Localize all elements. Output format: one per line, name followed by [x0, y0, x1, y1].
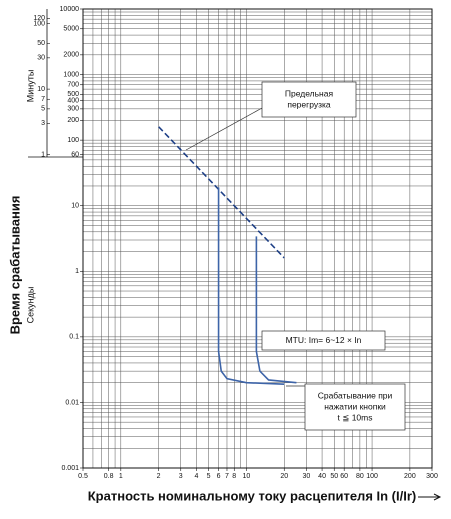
y-tick-label: 0.001 [61, 465, 79, 472]
y2-tick-label: 100 [33, 20, 45, 27]
x-tick-label: 1 [119, 473, 123, 480]
annotation-box [261, 81, 357, 118]
x-tick-label: 7 [225, 473, 229, 480]
x-tick-label: 2 [157, 473, 161, 480]
y2-tick-label: 50 [37, 40, 45, 47]
y-tick-label: 700 [67, 82, 79, 89]
x-tick-label: 3 [179, 473, 183, 480]
y2-tick-label: 120 [33, 15, 45, 22]
overload-line [158, 126, 285, 259]
x-tick-label: 8 [232, 473, 236, 480]
x-tick-label: 40 [318, 473, 326, 480]
y2-tick-label: 5 [41, 106, 45, 113]
y2-tick-label: 30 [37, 55, 45, 62]
x-tick-label: 200 [404, 473, 416, 480]
x-tick-label: 300 [426, 473, 438, 480]
annotation-box [304, 383, 406, 431]
y-seconds-label: Секунды [25, 287, 35, 324]
annotation-text: перегрузка [287, 99, 331, 109]
x-tick-label: 50 [330, 473, 338, 480]
x-tick-label: 10 [243, 473, 251, 480]
y-tick-label: 200 [67, 117, 79, 124]
y-tick-label: 5000 [63, 26, 79, 33]
x-tick-label: 5 [207, 473, 211, 480]
annotation-text: нажатии кнопки [324, 401, 386, 411]
annotation-text: t ≦ 10ms [338, 412, 373, 422]
y2-label: Минуты [25, 70, 35, 103]
x-tick-label: 6 [217, 473, 221, 480]
leader-line [185, 107, 263, 151]
x-title: Кратность номинальному току расцепителя … [88, 488, 417, 503]
y-tick-label: 1 [75, 268, 79, 275]
annotation-text: MTU: Im= 6~12 × In [286, 335, 362, 345]
x-arrow [418, 493, 442, 501]
x-tick-label: 4 [194, 473, 198, 480]
y2-tick-label: 7 [41, 96, 45, 103]
y-tick-label: 0.1 [69, 334, 79, 341]
x-tick-label: 30 [302, 473, 310, 480]
x-tick-label: 0.8 [104, 473, 114, 480]
y-tick-label: 10 [71, 203, 79, 210]
y-tick-label: 60 [71, 152, 79, 159]
y2-tick-label: 10 [37, 86, 45, 93]
x-tick-label: 80 [356, 473, 364, 480]
plot-frame [82, 8, 433, 469]
y-tick-label: 500 [67, 91, 79, 98]
x-tick-label: 100 [366, 473, 378, 480]
x-tick-label: 0.5 [78, 473, 88, 480]
annotation-box [261, 330, 386, 351]
y-tick-label: 1000 [63, 71, 79, 78]
y2-tick-label: 3 [41, 120, 45, 127]
y-title: Время срабатывания [7, 196, 22, 335]
y-tick-label: 300 [67, 106, 79, 113]
y-tick-label: 100 [67, 137, 79, 144]
trip-curve [255, 236, 297, 384]
y-tick-label: 400 [67, 98, 79, 105]
y-tick-label: 2000 [63, 52, 79, 59]
x-tick-label: 60 [340, 473, 348, 480]
trip-curve [217, 187, 285, 385]
annotation-text: Предельная [285, 88, 334, 98]
y-tick-label: 10000 [60, 6, 80, 13]
x-tick-label: 20 [280, 473, 288, 480]
annotation-text: Срабатывание при [318, 390, 393, 400]
y2-tick-label: 1 [41, 152, 45, 159]
y-tick-label: 0.01 [65, 399, 79, 406]
